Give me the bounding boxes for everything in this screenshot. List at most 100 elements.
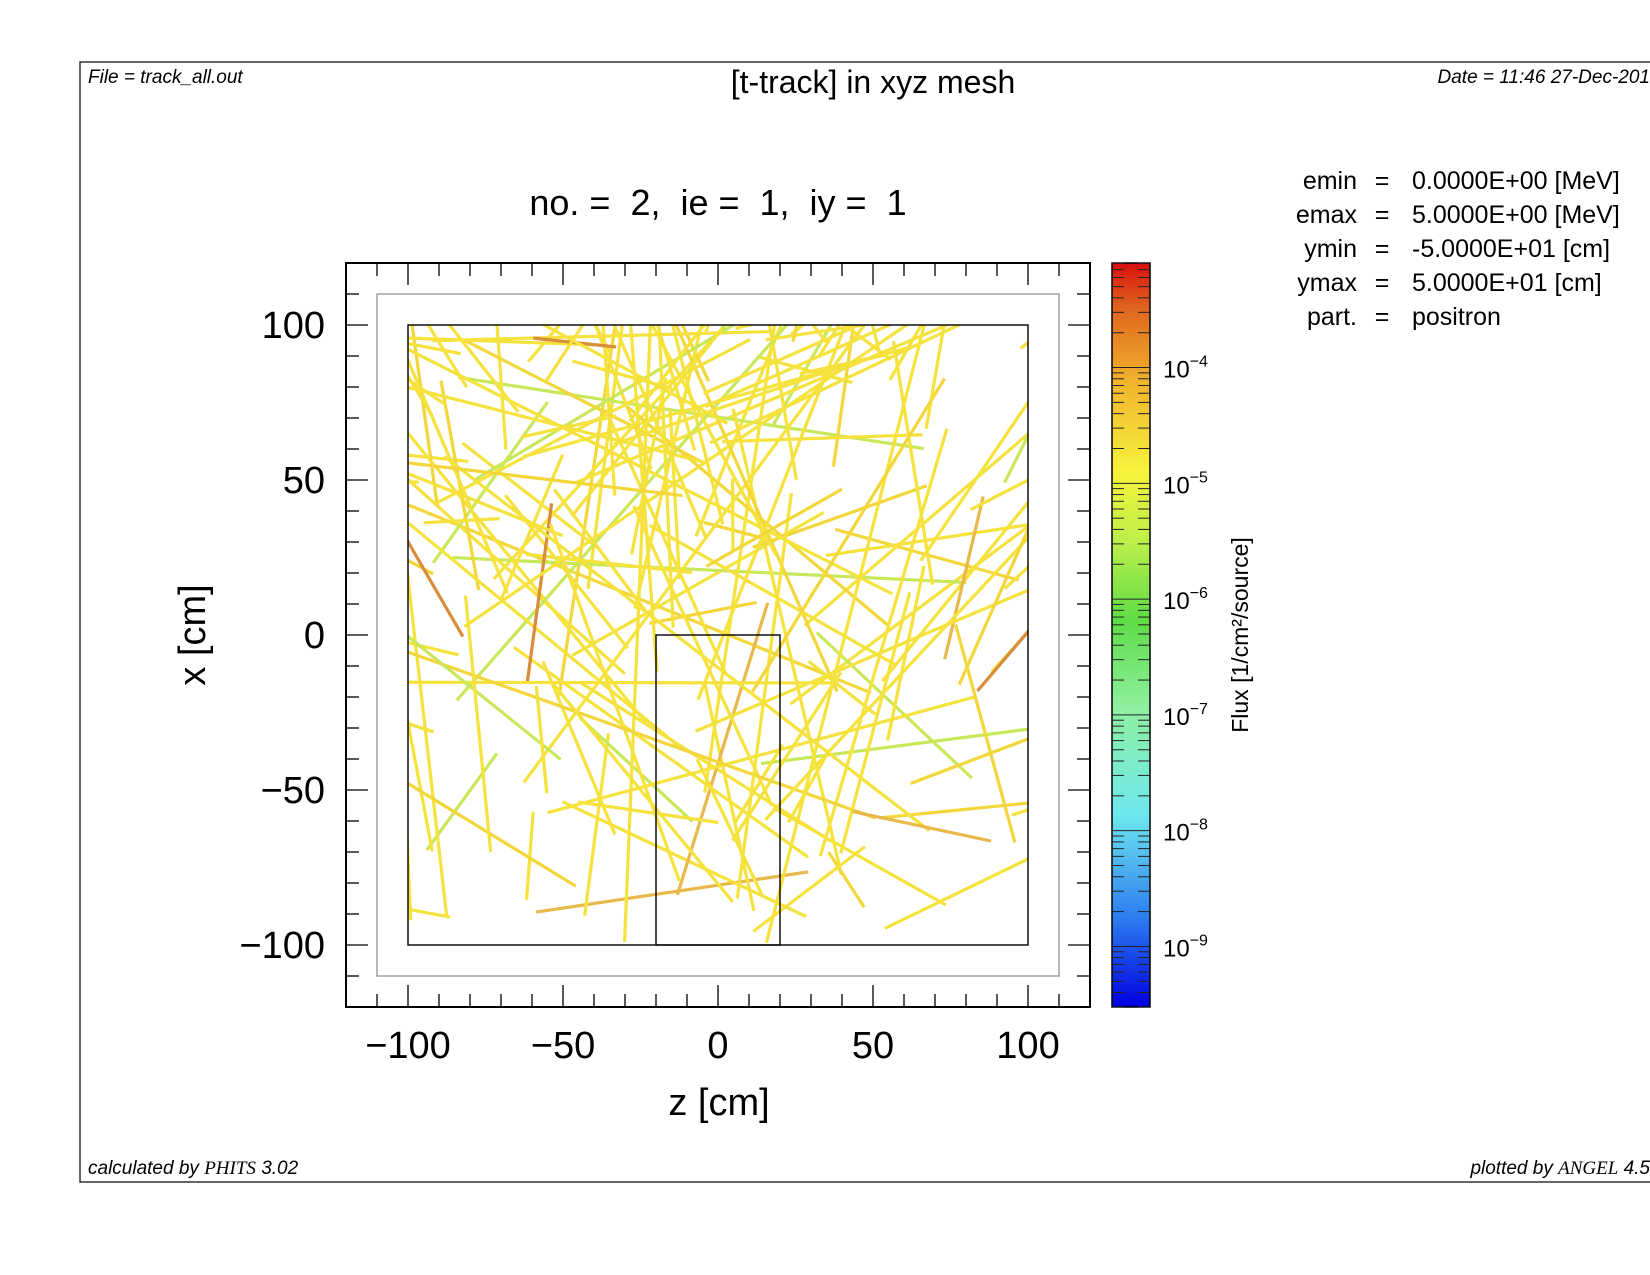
track-segment [408,558,434,576]
track-segment [544,325,585,383]
x-tick-label: 0 [707,1025,728,1067]
track-segment [891,340,935,586]
colorbar-tick-label: 10−4 [1163,354,1208,384]
track-segment [818,428,949,857]
info-label: emax [1296,201,1358,229]
track-segment [512,645,810,859]
track-segment [463,595,493,852]
track-segment [408,634,562,761]
info-value: 5.0000E+00 [MeV] [1412,201,1620,229]
info-equals: = [1375,303,1390,331]
track-segment [521,414,617,439]
track-segment [541,660,617,836]
track-segment [524,811,535,900]
info-row: ymin = -5.0000E+01 [cm] [1304,235,1610,263]
track-segment [551,681,735,903]
track-segment [879,801,1028,820]
inner-block [655,634,781,946]
track-segment [535,870,809,914]
track-segment [408,640,460,657]
track-segment [408,377,447,407]
track-segment [767,325,798,481]
track-segment [452,555,967,585]
track-segment [919,399,1028,562]
track-segment [408,356,509,594]
chart-subtitle: no. = 2, ie = 1, iy = 1 [529,182,906,223]
track-segment [408,341,461,356]
colorbar-gradient [1111,262,1151,1008]
track-segment [455,325,789,702]
track-segment [870,325,883,358]
track-segment [722,433,923,444]
track-segment [431,401,549,564]
outer-region [376,293,1060,977]
track-segment [408,520,684,751]
colorbar-tick-label: 10−7 [1163,701,1208,731]
track-segment [603,408,727,674]
track-segment [576,325,952,484]
track-segment [586,325,624,589]
track-segment [825,523,1028,558]
info-value: 0.0000E+00 [MeV] [1412,167,1620,195]
info-value: 5.0000E+01 [cm] [1412,269,1602,297]
track-segment [674,325,839,693]
info-equals: = [1375,167,1390,195]
info-label: ymin [1304,235,1357,263]
track-segment [593,325,612,354]
track-segment [976,629,1028,693]
colorbar-tick-label: 10−5 [1163,469,1208,499]
track-segment [694,588,1028,733]
info-row: part. = positron [1307,303,1501,331]
info-row: emin = 0.0000E+00 [MeV] [1303,167,1620,195]
track-segment [702,681,756,912]
track-segment [703,325,710,335]
track-segment [696,325,848,701]
track-segment [1003,432,1028,484]
info-label: emin [1303,167,1357,195]
track-segment [425,752,499,852]
info-equals: = [1375,235,1390,263]
y-axis-label: x [cm] [172,584,214,685]
track-segment [827,851,866,908]
track-segment [649,600,757,625]
track-segment [703,325,863,395]
info-label: part. [1307,303,1357,331]
track-segment [408,907,451,919]
page-frame [79,61,1650,1183]
track-segment [764,535,1028,821]
track-segment [734,325,756,331]
track-segment [527,325,562,363]
track-segment [731,671,843,842]
track-segment [408,471,564,538]
track-segment [593,325,653,470]
track-layer [408,325,1028,944]
track-segment [735,492,794,899]
track-segment [540,325,729,425]
track-segment [803,431,1028,627]
axes-layer: −100 −50 0 50 100 100 50 0 −50 −100 [239,262,1091,1067]
track-segment [675,602,770,896]
track-segment [408,722,434,734]
info-equals: = [1375,269,1390,297]
track-segment [628,325,707,423]
track-segment [443,455,931,832]
page-title: [t-track] in xyz mesh [731,64,1016,100]
track-segment [552,488,649,615]
track-segment [731,408,843,876]
x-tick-label: −100 [365,1025,451,1067]
info-value: -5.0000E+01 [cm] [1412,235,1610,263]
track-segment [472,325,737,483]
track-segment [705,487,843,568]
y-tick-label: −100 [239,925,325,967]
track-segment [408,714,434,852]
track-segment [807,660,877,716]
track-segment [704,325,894,409]
track-segment [695,758,765,899]
track-segment [703,325,777,793]
track-segment [612,325,707,538]
track-segment [408,650,877,820]
track-segment [548,523,681,882]
track-segment [423,517,500,525]
y-tick-label: 50 [283,460,325,502]
